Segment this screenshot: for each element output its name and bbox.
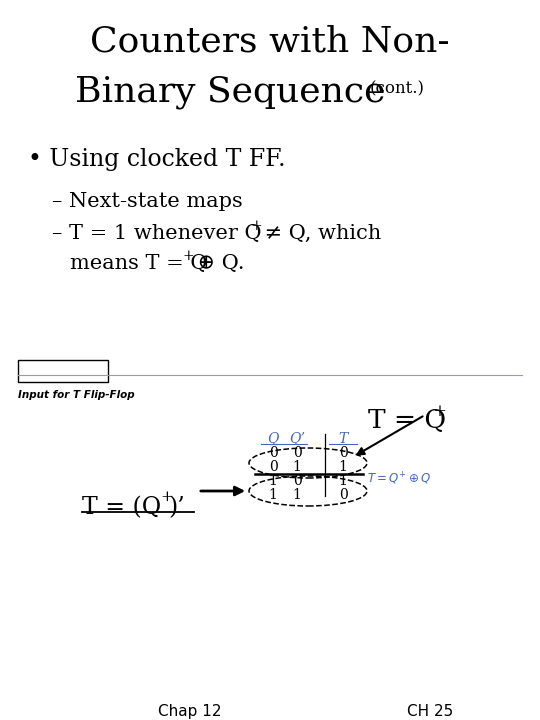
Text: (cont.): (cont.) — [370, 80, 425, 97]
Text: means T = Q: means T = Q — [70, 254, 207, 273]
Text: Chap 12: Chap 12 — [158, 704, 222, 719]
Bar — [18, 360, 108, 382]
Text: )’: )’ — [168, 496, 185, 519]
Text: +: + — [250, 219, 261, 233]
Text: T: T — [339, 432, 348, 446]
Text: $T = Q^{+} \oplus Q$: $T = Q^{+} \oplus Q$ — [367, 471, 431, 487]
Text: – Next-state maps: – Next-state maps — [52, 192, 243, 211]
Text: T = Q: T = Q — [368, 408, 446, 433]
Text: 1: 1 — [293, 488, 301, 502]
Text: 0: 0 — [293, 474, 301, 488]
Text: CH 25: CH 25 — [407, 704, 453, 719]
Text: 1: 1 — [268, 474, 278, 488]
Text: Counters with Non-: Counters with Non- — [90, 25, 450, 59]
Text: 1: 1 — [293, 460, 301, 474]
Text: ≠ Q, which: ≠ Q, which — [258, 224, 381, 243]
Text: • Using clocked T FF.: • Using clocked T FF. — [28, 148, 286, 171]
Text: Q: Q — [267, 432, 279, 446]
Text: ⊕ Q.: ⊕ Q. — [191, 254, 245, 273]
Text: +: + — [182, 249, 194, 263]
Text: 0: 0 — [339, 488, 347, 502]
Text: +: + — [432, 403, 446, 420]
Text: 0: 0 — [293, 446, 301, 460]
Text: 1: 1 — [339, 460, 347, 474]
Text: 0: 0 — [339, 446, 347, 460]
Text: Input for T Flip-Flop: Input for T Flip-Flop — [18, 390, 134, 400]
Text: 0: 0 — [268, 460, 278, 474]
Text: 1: 1 — [339, 474, 347, 488]
Text: 1: 1 — [268, 488, 278, 502]
Text: Q’: Q’ — [289, 432, 305, 446]
Text: 0: 0 — [268, 446, 278, 460]
Text: T = (Q: T = (Q — [82, 496, 161, 519]
Text: Binary Sequence: Binary Sequence — [75, 75, 385, 109]
Text: +: + — [160, 490, 173, 504]
Text: – T = 1 whenever Q: – T = 1 whenever Q — [52, 224, 261, 243]
